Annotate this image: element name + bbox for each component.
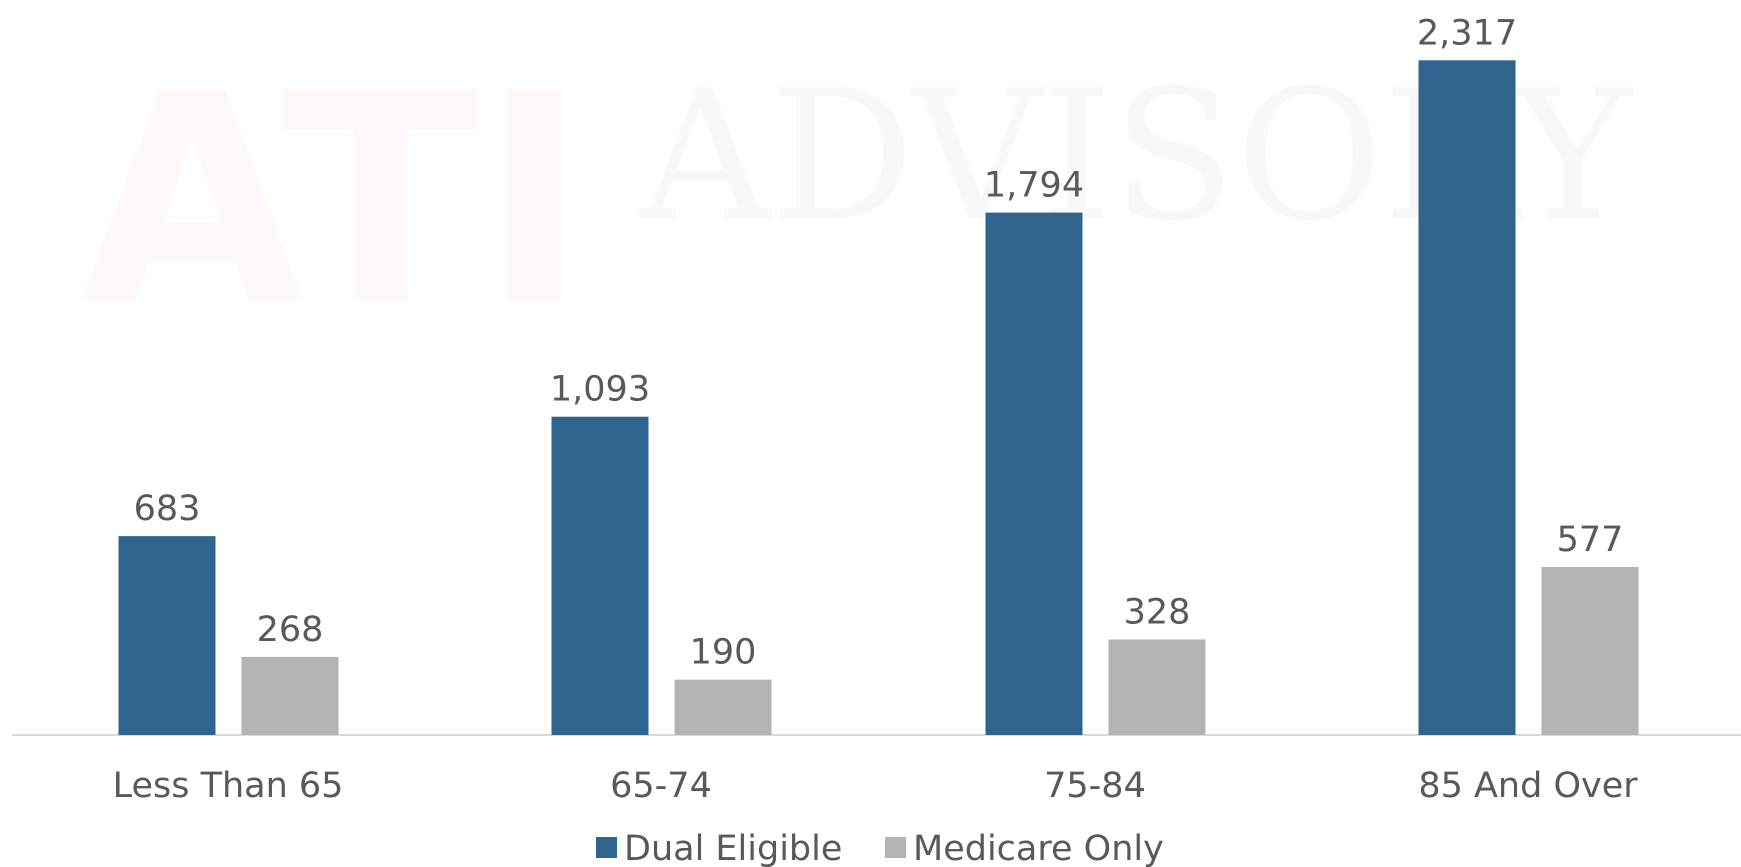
value-label: 190 (690, 633, 757, 673)
value-label: 2,317 (1417, 13, 1517, 53)
legend-label: Medicare Only (913, 829, 1164, 867)
bar (1108, 639, 1206, 735)
legend-swatch (885, 837, 906, 858)
bar (674, 679, 772, 735)
x-tick-label: 75-84 (1044, 766, 1146, 806)
bar (1418, 60, 1516, 735)
value-label: 1,794 (984, 166, 1084, 206)
x-tick-label: 65-74 (610, 766, 712, 806)
legend-swatch (596, 837, 617, 858)
watermark-logo: ATI (80, 32, 588, 369)
bar (551, 416, 649, 735)
value-label: 683 (134, 489, 201, 529)
legend-label: Dual Eligible (624, 829, 842, 867)
value-label: 1,093 (550, 370, 650, 410)
x-tick-label: Less Than 65 (113, 766, 344, 806)
value-label: 268 (257, 610, 324, 650)
x-tick-label: 85 And Over (1418, 766, 1638, 806)
bar (118, 536, 216, 735)
bar (1541, 566, 1639, 735)
value-label: 577 (1557, 520, 1624, 560)
value-label: 328 (1124, 592, 1191, 632)
bar (241, 656, 339, 735)
bar (985, 212, 1083, 735)
